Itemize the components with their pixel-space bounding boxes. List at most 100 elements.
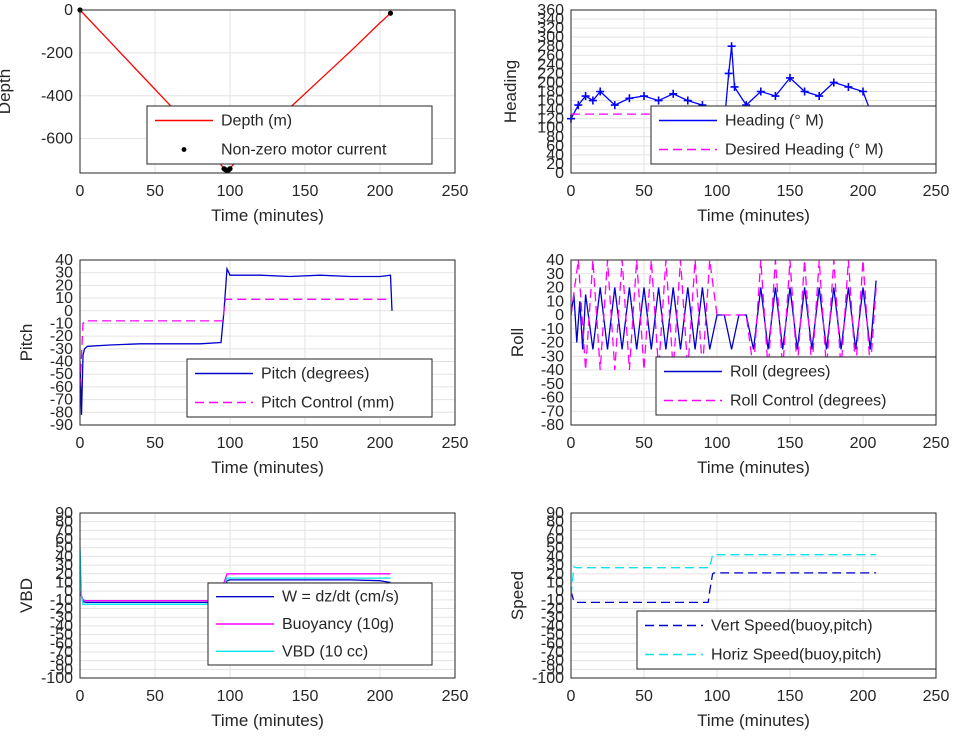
data-point xyxy=(859,87,867,96)
x-tick-label: 50 xyxy=(146,688,164,705)
y-tick-label: -80 xyxy=(541,653,564,670)
axes-box xyxy=(79,512,456,679)
y-tick-label: 340 xyxy=(537,11,564,28)
x-tick-label: 200 xyxy=(850,183,877,200)
x-tick-label: 100 xyxy=(704,183,731,200)
y-tick-label: -90 xyxy=(541,661,564,678)
y-tick-label: -60 xyxy=(50,379,73,396)
axes-box xyxy=(570,9,937,174)
x-tick-label: 150 xyxy=(777,435,804,452)
legend-box xyxy=(636,610,937,670)
axes-box xyxy=(79,9,456,174)
y-tick-label: -70 xyxy=(50,392,73,409)
y-tick-label: -600 xyxy=(41,131,73,148)
x-tick-label: 200 xyxy=(367,183,394,200)
data-point xyxy=(588,96,597,105)
data-point xyxy=(756,87,765,96)
x-tick-label: 150 xyxy=(292,688,319,705)
y-tick-label: -100 xyxy=(532,670,564,687)
legend-entry: VBD (10 cc) xyxy=(282,643,368,660)
y-tick-label: 100 xyxy=(537,120,564,137)
chart-heading: 0 50 100 150 200 2500204060801001201401601802… xyxy=(501,2,949,225)
y-tick-label: -50 xyxy=(50,366,73,383)
series-line xyxy=(571,572,877,604)
data-point xyxy=(640,92,648,101)
data-point xyxy=(574,101,583,110)
x-tick-label: 250 xyxy=(442,183,469,200)
x-tick-label: 50 xyxy=(635,183,653,200)
data-point xyxy=(730,82,739,91)
x-tick-label: 250 xyxy=(923,688,950,705)
x-tick-label: 50 xyxy=(635,688,653,705)
x-tick-label: 0 xyxy=(567,688,576,705)
legend-entry: Heading (° M) xyxy=(725,113,824,130)
y-tick-label: 240 xyxy=(537,56,564,73)
legend: Depth (m) Non-zero motor current xyxy=(146,105,433,165)
y-tick-label: -50 xyxy=(541,376,564,393)
x-tick-label: 0 xyxy=(567,183,576,200)
data-point xyxy=(227,166,233,172)
data-point xyxy=(829,78,838,87)
legend-entry: Roll (degrees) xyxy=(730,364,830,381)
y-tick-label: -60 xyxy=(541,635,564,652)
y-tick-label: -90 xyxy=(50,417,73,434)
x-tick-label: 0 xyxy=(76,183,85,200)
x-tick-label: 50 xyxy=(146,183,164,200)
x-axis-label: Time (minutes) xyxy=(211,206,324,225)
y-tick-label: 60 xyxy=(55,531,73,548)
legend-entry: Desired Heading (° M) xyxy=(725,142,883,159)
y-tick-label: -50 xyxy=(50,627,73,644)
y-tick-label: -30 xyxy=(541,609,564,626)
x-tick-label: 200 xyxy=(850,688,877,705)
y-tick-label: 0 xyxy=(555,165,564,182)
data-point xyxy=(771,92,780,101)
data-point xyxy=(581,92,590,101)
y-tick-label: 200 xyxy=(537,74,564,91)
legend-entry: Horiz Speed(buoy,pitch) xyxy=(711,647,881,664)
y-tick-label: -80 xyxy=(50,404,73,421)
x-tick-label: 100 xyxy=(217,435,244,452)
x-axis-label: Time (minutes) xyxy=(697,206,810,225)
y-tick-label: 360 xyxy=(537,2,564,19)
y-tick-label: -20 xyxy=(50,328,73,345)
legend-entry: Non-zero motor current xyxy=(221,142,387,159)
legend-box xyxy=(655,356,937,416)
y-tick-label: -30 xyxy=(50,609,73,626)
y-axis-label: Pitch xyxy=(17,324,36,362)
y-axis-label: Depth xyxy=(0,69,14,114)
y-tick-label: -40 xyxy=(541,618,564,635)
chart-pitch: 0 50 100 150 200 250-90-80-70-60-50-40-30-20-… xyxy=(17,252,468,477)
series-line xyxy=(80,298,391,387)
x-tick-label: 50 xyxy=(635,435,653,452)
chart-speed: 0 50 100 150 200 250-100-90-80-70-60-50-40-30… xyxy=(508,505,949,730)
x-tick-label: 200 xyxy=(850,435,877,452)
legend: Vert Speed(buoy,pitch) Horiz Speed(buoy,p… xyxy=(636,610,937,670)
x-tick-label: 250 xyxy=(442,435,469,452)
x-tick-label: 150 xyxy=(292,435,319,452)
data-point xyxy=(596,87,605,96)
x-tick-label: 0 xyxy=(76,435,85,452)
legend: W = dz/dt (cm/s) Buoyancy (10g) VBD (10 cc… xyxy=(207,582,433,666)
y-tick-label: 80 xyxy=(55,514,73,531)
y-tick-label: -80 xyxy=(541,417,564,434)
legend-box xyxy=(146,105,433,165)
y-tick-label: -10 xyxy=(541,321,564,338)
y-tick-label: 30 xyxy=(546,557,564,574)
y-tick-label: -10 xyxy=(50,315,73,332)
y-tick-label: 180 xyxy=(537,84,564,101)
data-point xyxy=(800,87,809,96)
y-tick-label: 160 xyxy=(537,93,564,110)
data-point xyxy=(669,89,678,98)
y-tick-label: 20 xyxy=(546,156,564,173)
y-tick-label: -60 xyxy=(541,390,564,407)
legend: Heading (° M) Desired Heading (° M) xyxy=(650,105,937,165)
y-tick-label: 50 xyxy=(55,540,73,557)
legend: Roll (degrees) Roll Control (degrees) xyxy=(655,356,937,416)
y-tick-label: 120 xyxy=(537,111,564,128)
y-tick-label: 80 xyxy=(546,129,564,146)
x-tick-label: 0 xyxy=(567,435,576,452)
y-tick-label: -40 xyxy=(50,354,73,371)
legend-box xyxy=(186,358,433,418)
y-tick-label: 70 xyxy=(55,522,73,539)
